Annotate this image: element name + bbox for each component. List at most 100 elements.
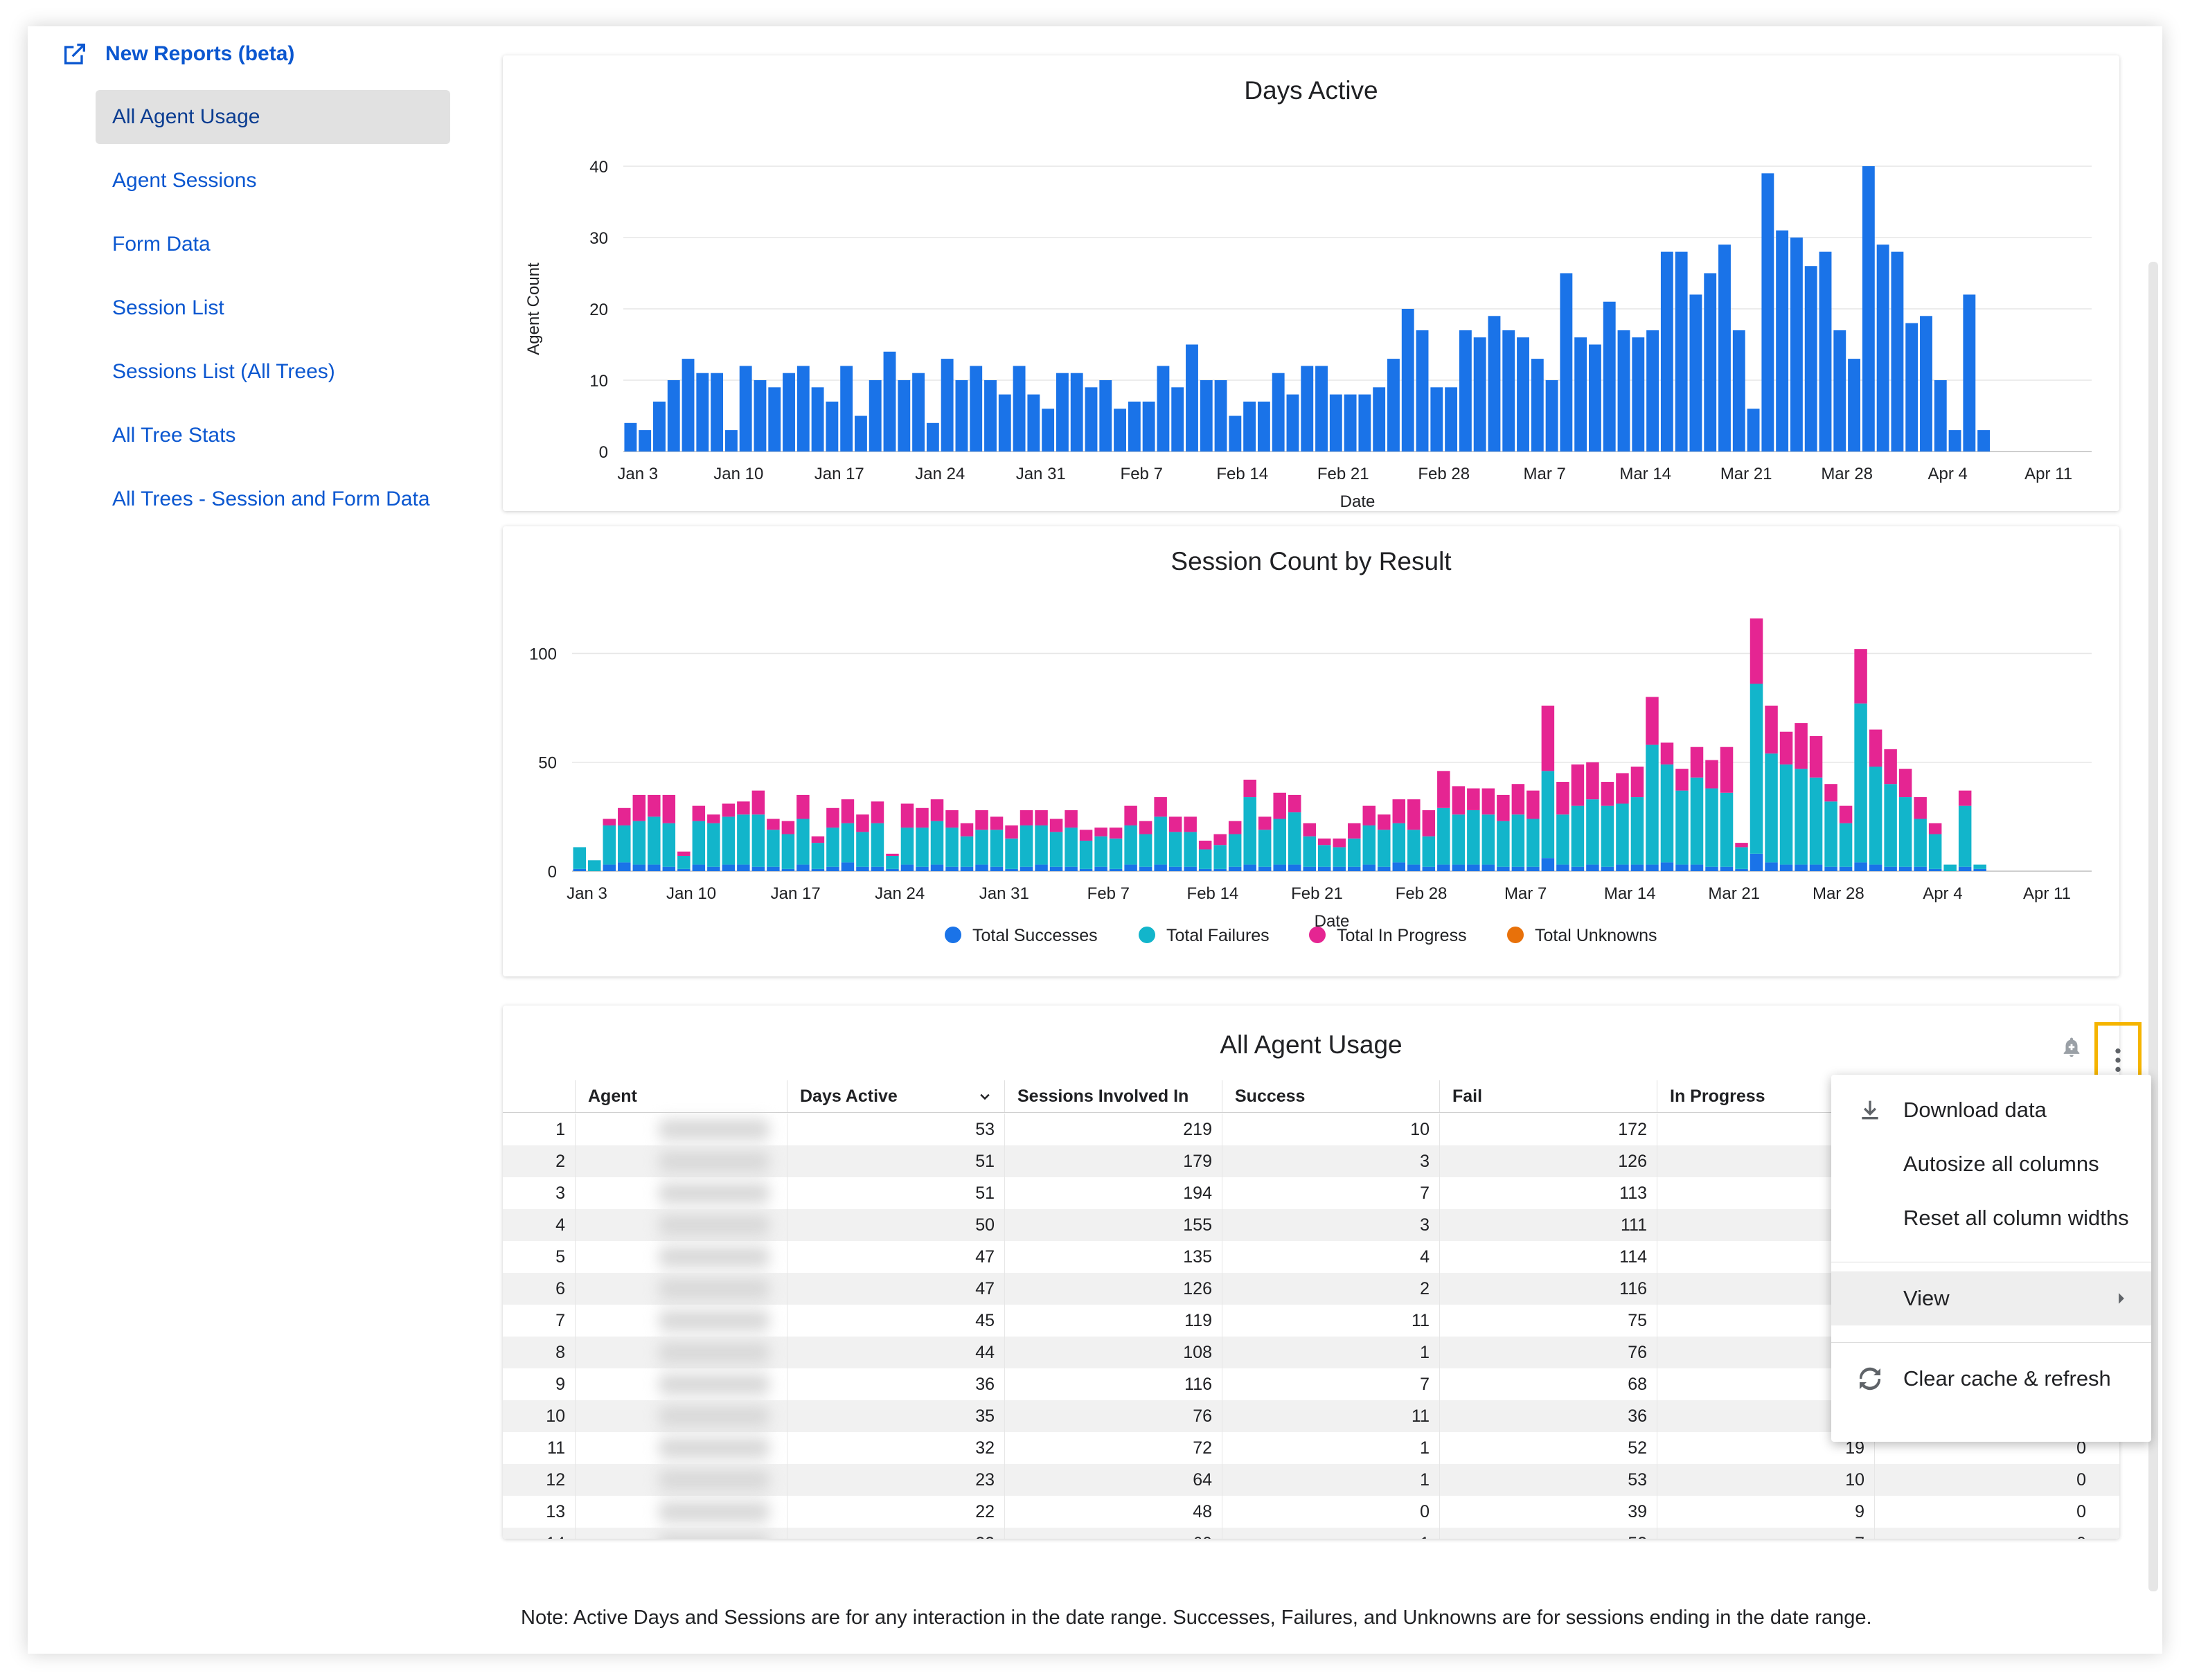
cell-days: 44 (787, 1337, 1004, 1368)
table-row[interactable]: 13 22 48 0 39 9 0 (503, 1496, 2119, 1528)
sidebar-item-agent-sessions[interactable]: Agent Sessions (96, 154, 450, 208)
bar (667, 380, 680, 452)
bar (1214, 380, 1227, 452)
stacked-bar-segment (1884, 784, 1897, 867)
menu-autosize-columns[interactable]: Autosize all columns (1831, 1137, 2151, 1191)
bar (1632, 337, 1645, 452)
table-row[interactable]: 5 47 135 4 114 (503, 1241, 2119, 1273)
stacked-bar-segment (1526, 866, 1540, 871)
col-days-active[interactable]: Days Active (787, 1080, 1004, 1112)
menu-clear-cache-refresh[interactable]: Clear cache & refresh (1831, 1352, 2151, 1406)
cell-fail: 116 (1439, 1273, 1657, 1305)
table-header: Agent Days Active Sessions Involved In S… (503, 1080, 2119, 1113)
cell-fail: 76 (1439, 1337, 1657, 1368)
stacked-bar-segment (1362, 825, 1376, 865)
stacked-bar-segment (886, 853, 899, 856)
x-tick-label: Mar 14 (1604, 884, 1656, 903)
x-tick-label: Mar 21 (1720, 465, 1772, 483)
bar (1329, 394, 1342, 452)
stacked-bar-segment (1198, 849, 1212, 869)
stacked-bar-segment (1139, 821, 1152, 834)
new-reports-link[interactable]: New Reports (beta) (61, 40, 294, 68)
bar (1128, 401, 1141, 452)
menu-item-label: Download data (1903, 1098, 2047, 1122)
menu-reset-column-widths[interactable]: Reset all column widths (1831, 1191, 2151, 1245)
cell-n: 14 (503, 1528, 575, 1539)
stacked-bar-segment (767, 819, 780, 830)
table-row[interactable]: 3 51 194 7 113 (503, 1177, 2119, 1209)
stacked-bar-segment (1779, 764, 1793, 865)
sidebar-item-all-agent-usage[interactable]: All Agent Usage (96, 90, 450, 144)
stacked-bar-segment (632, 821, 646, 865)
stacked-bar-segment (1720, 866, 1734, 871)
legend-marker (1507, 927, 1524, 943)
table-row[interactable]: 12 23 64 1 53 10 0 (503, 1464, 2119, 1496)
stacked-bar-segment (990, 866, 1004, 871)
table-row[interactable]: 9 36 116 7 68 (503, 1368, 2119, 1400)
sidebar-item-session-list[interactable]: Session List (96, 281, 450, 335)
cell-days: 45 (787, 1305, 1004, 1337)
stacked-bar-segment (1526, 819, 1540, 867)
col-agent[interactable]: Agent (575, 1080, 787, 1112)
redacted-agent-name (659, 1374, 769, 1395)
bar (926, 422, 939, 452)
col-in-progress[interactable]: In Progress (1657, 1080, 1874, 1112)
x-tick-label: Mar 28 (1821, 465, 1873, 483)
bar (883, 351, 896, 452)
bar (840, 366, 853, 452)
x-tick-label: Jan 10 (666, 884, 716, 903)
col-success[interactable]: Success (1222, 1080, 1439, 1112)
stacked-bar-segment (930, 799, 944, 821)
stacked-bar-segment (632, 794, 646, 821)
external-link-icon (64, 44, 85, 64)
col-sessions[interactable]: Sessions Involved In (1004, 1080, 1222, 1112)
sidebar-item-form-data[interactable]: Form Data (96, 217, 450, 271)
sidebar-item-all-tree-stats[interactable]: All Tree Stats (96, 409, 450, 463)
cell-n: 11 (547, 1438, 565, 1458)
cell-inprog: 7 (1657, 1528, 1874, 1539)
bar (724, 430, 738, 452)
stacked-bar-segment (1452, 864, 1466, 871)
stacked-bar-segment (900, 864, 914, 871)
stacked-bar-segment (1809, 864, 1823, 871)
stacked-bar-segment (960, 866, 974, 871)
stacked-bar-segment (707, 866, 720, 871)
x-tick-label: Jan 17 (814, 465, 864, 483)
legend-label: Total Unknowns (1535, 926, 1657, 945)
menu-view[interactable]: View (1831, 1271, 2151, 1325)
y-tick-label: 40 (589, 158, 608, 177)
table-row[interactable]: 7 45 119 11 75 (503, 1305, 2119, 1337)
sidebar-item-all-trees-session-form[interactable]: All Trees - Session and Form Data (96, 472, 450, 526)
alert-bell-icon[interactable] (2060, 1035, 2083, 1060)
stacked-bar-segment (916, 807, 929, 828)
bar (796, 366, 810, 452)
stacked-bar-segment (1124, 864, 1137, 871)
x-tick-label: Feb 7 (1087, 884, 1130, 903)
stacked-bar-segment (618, 825, 631, 863)
stacked-bar-segment (1765, 753, 1778, 863)
bar (855, 415, 867, 452)
stacked-bar-segment (1467, 864, 1480, 871)
cell-inprog (1657, 1400, 1874, 1432)
stacked-bar-segment (1288, 864, 1301, 871)
cell-success: 4 (1222, 1241, 1439, 1273)
cell-sessions: 155 (1004, 1209, 1222, 1241)
stacked-bar-segment (1094, 828, 1107, 837)
cell-n: 4 (555, 1215, 565, 1235)
table-row[interactable]: 11 32 72 1 52 19 0 (503, 1432, 2119, 1464)
col-fail[interactable]: Fail (1439, 1080, 1657, 1112)
table-row[interactable]: 14 226015270 (503, 1528, 2119, 1539)
stacked-bar-segment (1735, 868, 1748, 871)
stacked-bar-segment (1958, 805, 1972, 867)
cell-inprog (1657, 1273, 1874, 1305)
x-tick-label: Mar 7 (1504, 884, 1547, 903)
cell-days: 36 (787, 1368, 1004, 1400)
y-axis-title: Agent Count (524, 262, 543, 355)
x-tick-label: Feb 7 (1121, 465, 1163, 483)
cell-sessions: 119 (1004, 1305, 1222, 1337)
table-row[interactable]: 1 53 219 10 172 (503, 1114, 2119, 1145)
cell-n: 10 (546, 1406, 565, 1426)
menu-download-data[interactable]: Download data (1831, 1083, 2151, 1137)
stacked-bar-segment (707, 823, 720, 867)
sidebar-item-sessions-list-all-trees[interactable]: Sessions List (All Trees) (96, 345, 450, 399)
